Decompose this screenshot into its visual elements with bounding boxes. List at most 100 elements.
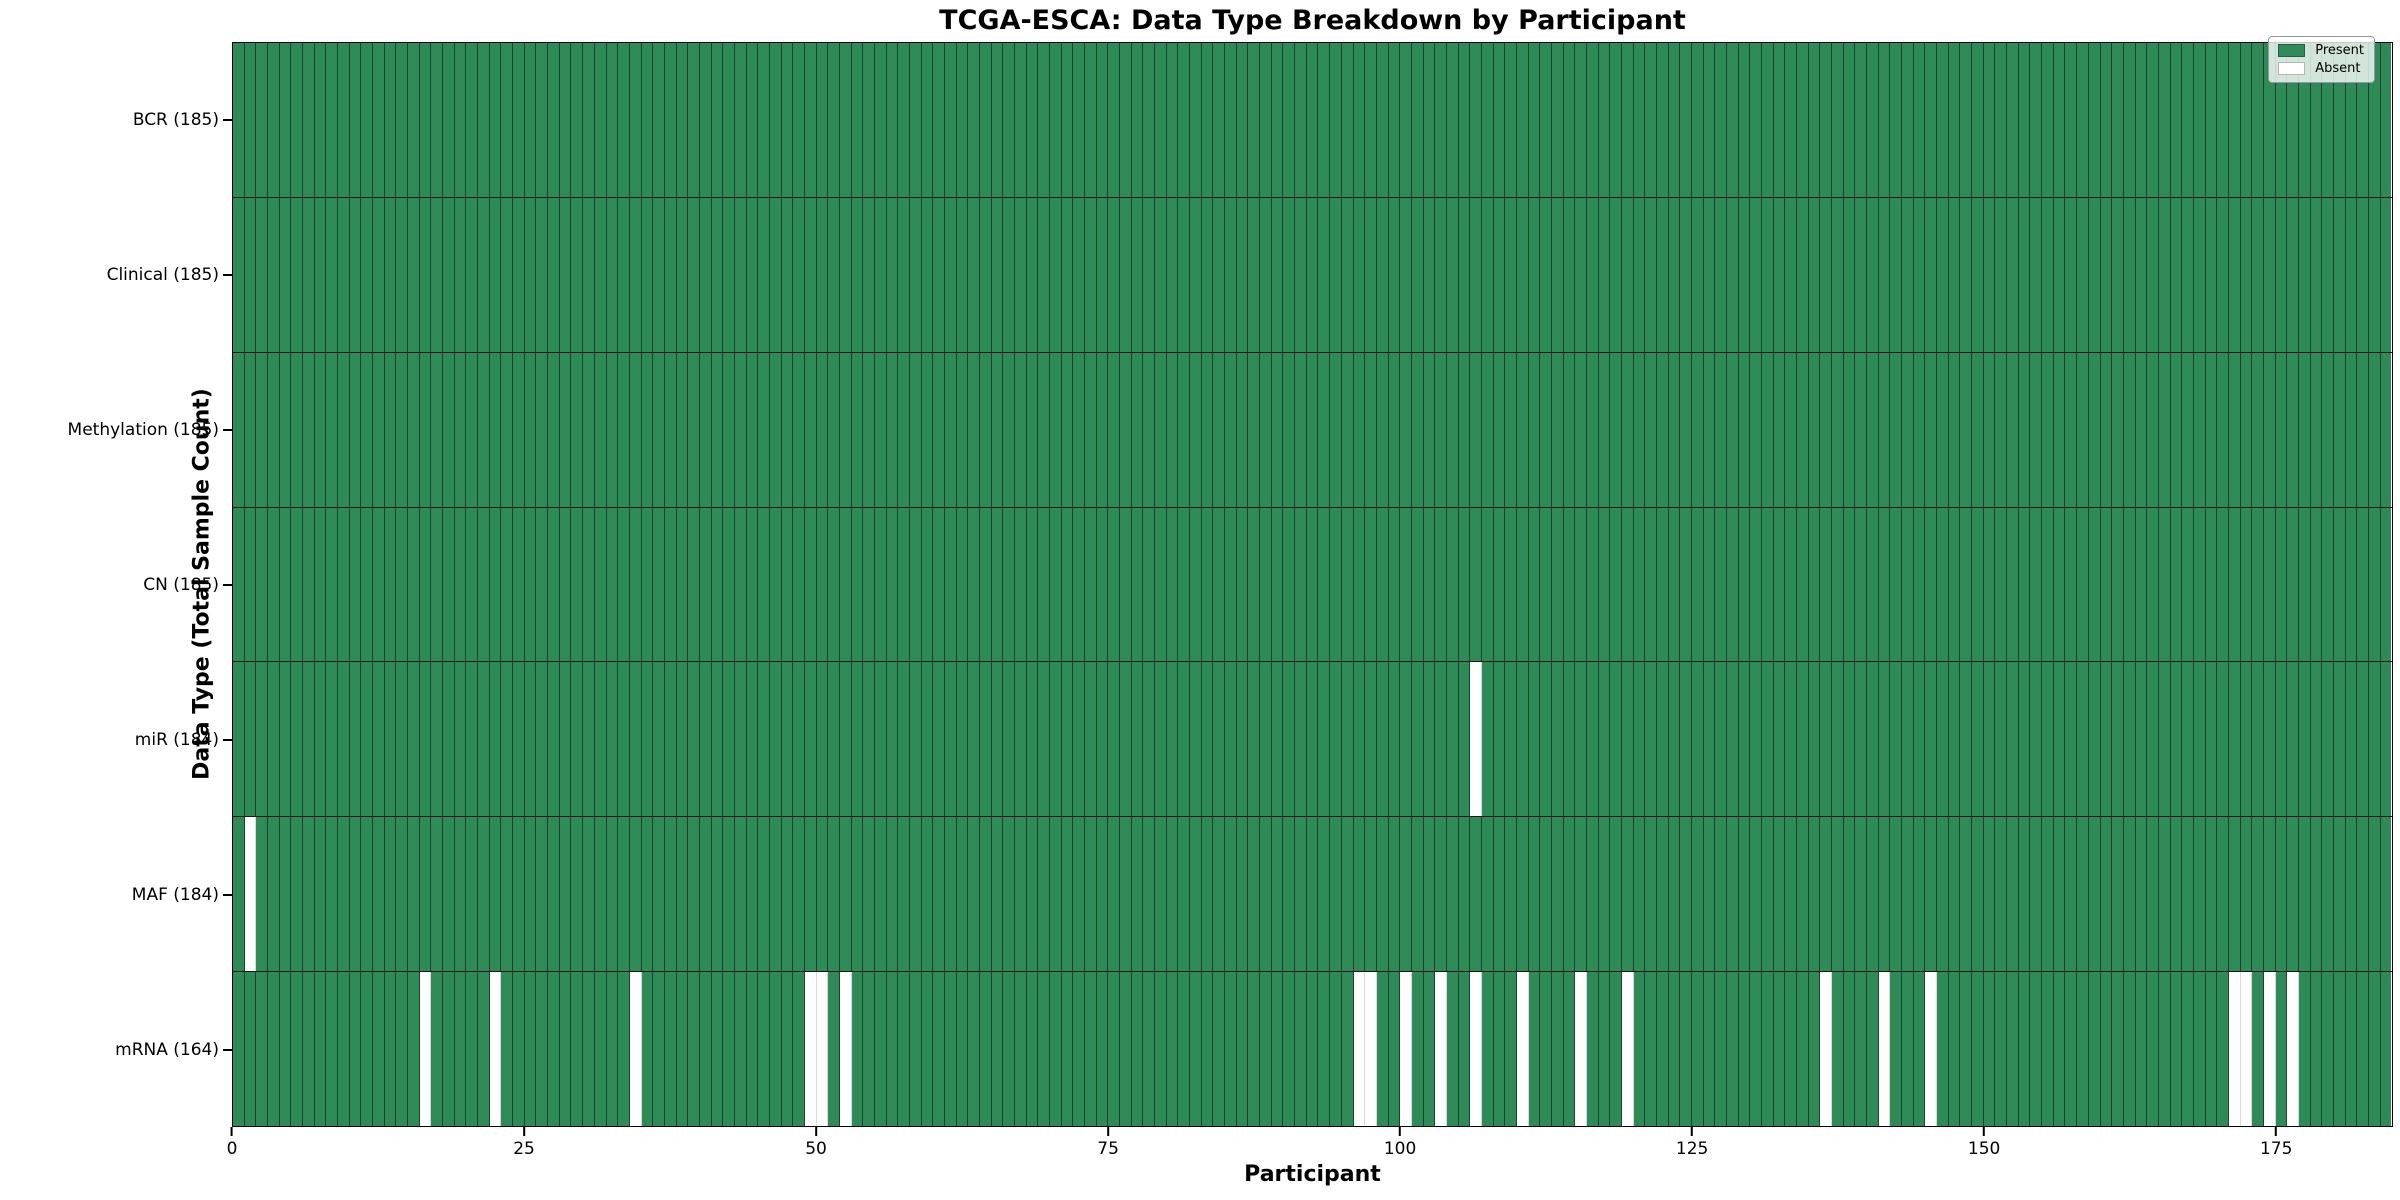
present-cell bbox=[1096, 43, 1109, 197]
present-cell bbox=[956, 662, 969, 817]
present-cell bbox=[839, 197, 852, 352]
absent-cell bbox=[1400, 972, 1412, 1127]
data-row-Clinical bbox=[233, 196, 2392, 352]
present-cell bbox=[793, 507, 805, 662]
present-cell bbox=[1073, 507, 1086, 662]
present-cell bbox=[1411, 197, 1424, 352]
present-cell bbox=[384, 817, 397, 972]
present-cell bbox=[1505, 662, 1517, 817]
present-cell bbox=[1341, 352, 1354, 507]
present-cell bbox=[1610, 507, 1622, 662]
present-cell bbox=[1050, 507, 1062, 662]
present-cell bbox=[1050, 197, 1062, 352]
present-cell bbox=[828, 352, 840, 507]
x-tick-0: 0 bbox=[227, 1127, 237, 1159]
present-cell bbox=[1061, 817, 1074, 972]
present-cell bbox=[2310, 352, 2323, 507]
present-cell bbox=[594, 352, 607, 507]
present-cell bbox=[676, 662, 689, 817]
present-cell bbox=[1050, 972, 1062, 1127]
present-cell bbox=[886, 817, 899, 972]
present-cell bbox=[1598, 352, 1611, 507]
present-cell bbox=[548, 197, 560, 352]
present-cell bbox=[1972, 972, 1984, 1127]
present-cell bbox=[396, 43, 409, 197]
present-cell bbox=[711, 662, 724, 817]
present-cell bbox=[2275, 507, 2288, 662]
present-cell bbox=[664, 972, 677, 1127]
present-cell bbox=[2007, 817, 2019, 972]
present-cell bbox=[2310, 662, 2323, 817]
present-cell bbox=[1120, 43, 1132, 197]
present-cell bbox=[1155, 197, 1167, 352]
present-cell bbox=[408, 972, 420, 1127]
present-cell bbox=[2298, 352, 2311, 507]
present-cell bbox=[1201, 972, 1214, 1127]
present-cell bbox=[1493, 507, 1506, 662]
present-cell bbox=[303, 43, 315, 197]
absent-cell bbox=[2263, 972, 2276, 1127]
present-cell bbox=[1785, 43, 1798, 197]
present-cell bbox=[1260, 662, 1272, 817]
present-cell bbox=[454, 197, 467, 352]
present-cell bbox=[1703, 662, 1716, 817]
present-cell bbox=[384, 662, 397, 817]
present-cell bbox=[1376, 817, 1389, 972]
present-cell bbox=[909, 43, 922, 197]
present-cell bbox=[769, 972, 782, 1127]
present-cell bbox=[466, 972, 479, 1127]
present-cell bbox=[653, 972, 665, 1127]
present-cell bbox=[629, 352, 642, 507]
present-cell bbox=[781, 817, 794, 972]
present-cell bbox=[1551, 972, 1564, 1127]
present-cell bbox=[1131, 507, 1144, 662]
present-cell bbox=[396, 352, 409, 507]
present-cell bbox=[1621, 507, 1634, 662]
present-cell bbox=[478, 197, 490, 352]
present-cell bbox=[688, 352, 700, 507]
present-cell bbox=[1867, 972, 1879, 1127]
present-cell bbox=[968, 43, 980, 197]
present-cell bbox=[1727, 507, 1739, 662]
present-cell bbox=[1353, 817, 1366, 972]
present-cell bbox=[1061, 507, 1074, 662]
present-cell bbox=[478, 817, 490, 972]
present-cell bbox=[968, 507, 980, 662]
present-cell bbox=[1073, 662, 1086, 817]
present-cell bbox=[1983, 972, 1996, 1127]
present-cell bbox=[1038, 43, 1051, 197]
present-cell bbox=[933, 352, 945, 507]
present-cell bbox=[1820, 352, 1833, 507]
y-tick-mark bbox=[223, 428, 232, 431]
present-cell bbox=[1808, 817, 1821, 972]
present-cell bbox=[2322, 43, 2334, 197]
present-cell bbox=[839, 662, 852, 817]
present-cell bbox=[1902, 817, 1914, 972]
present-cell bbox=[1528, 507, 1541, 662]
present-cell bbox=[594, 197, 607, 352]
present-cell bbox=[1330, 197, 1342, 352]
present-cell bbox=[991, 662, 1004, 817]
present-cell bbox=[699, 43, 712, 197]
present-cell bbox=[1680, 817, 1692, 972]
present-cell bbox=[1411, 352, 1424, 507]
present-cell bbox=[1411, 817, 1424, 972]
present-cell bbox=[1236, 507, 1249, 662]
present-cell bbox=[769, 817, 782, 972]
present-cell bbox=[571, 352, 584, 507]
present-cell bbox=[793, 352, 805, 507]
present-cell bbox=[314, 197, 327, 352]
present-cell bbox=[1540, 352, 1552, 507]
legend-label-present: Present bbox=[2315, 43, 2364, 58]
present-cell bbox=[2345, 972, 2358, 1127]
present-cell bbox=[2018, 972, 2031, 1127]
present-cell bbox=[1925, 507, 1938, 662]
present-cell bbox=[1948, 662, 1961, 817]
present-cell bbox=[419, 352, 432, 507]
present-cell bbox=[1937, 197, 1949, 352]
present-cell bbox=[1061, 662, 1074, 817]
present-cell bbox=[2252, 972, 2264, 1127]
present-cell bbox=[1026, 352, 1039, 507]
present-cell bbox=[2030, 43, 2043, 197]
present-cell bbox=[1902, 972, 1914, 1127]
